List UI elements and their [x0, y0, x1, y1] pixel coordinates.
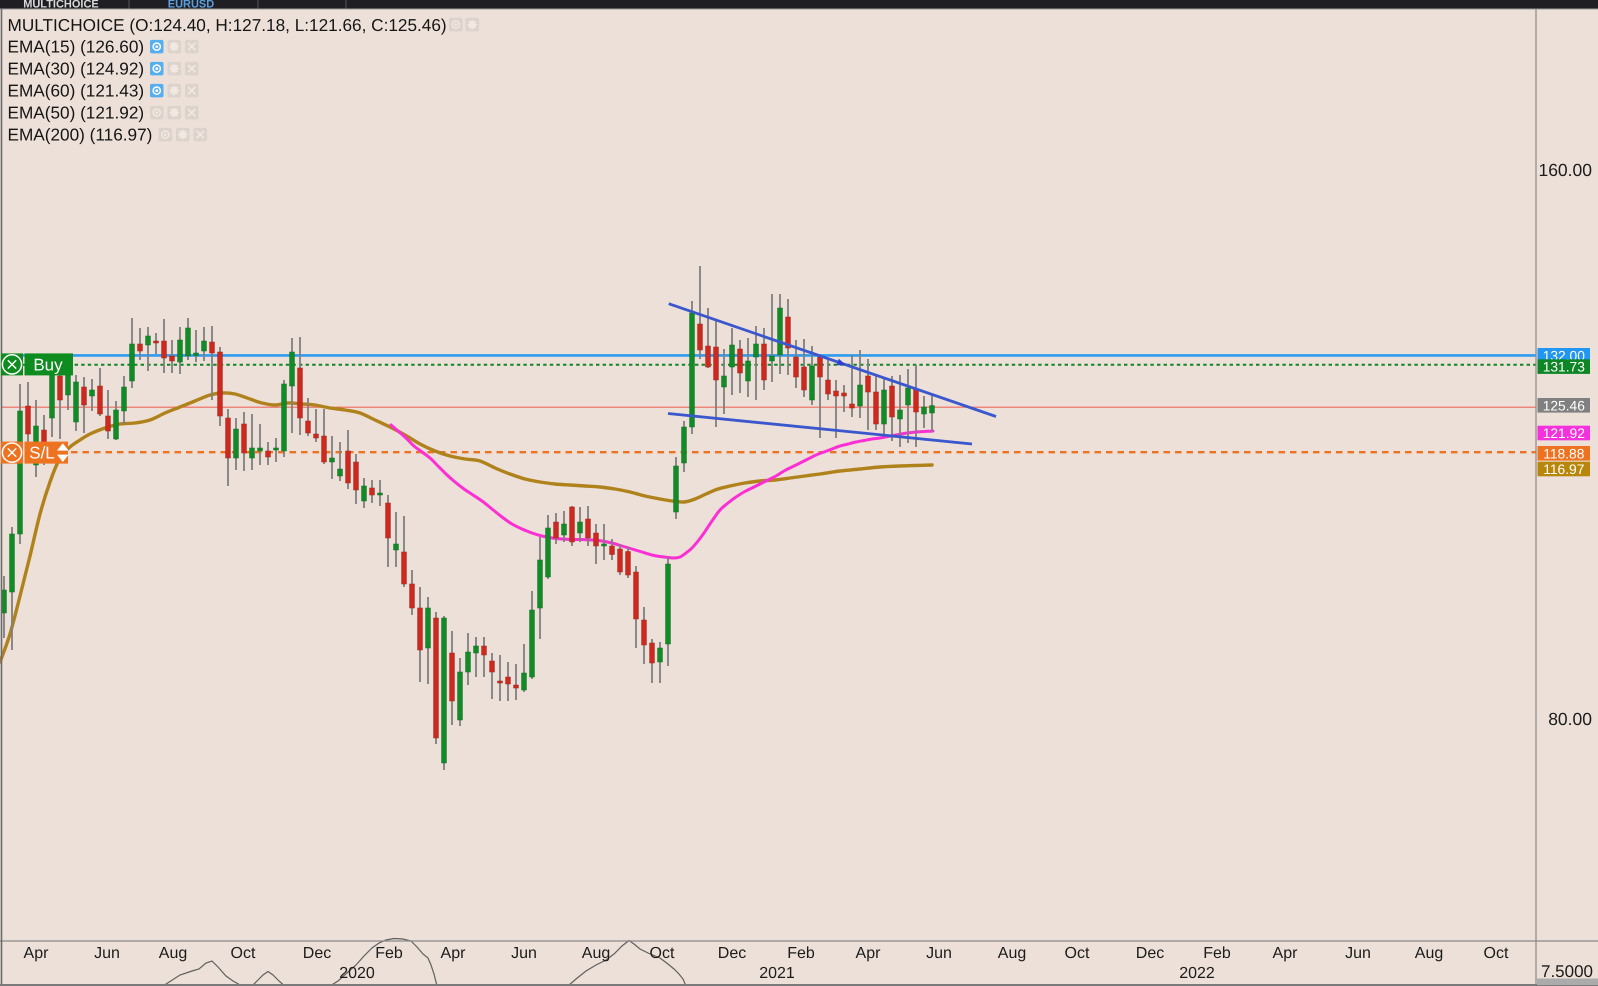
svg-text:Feb: Feb [787, 945, 815, 962]
svg-text:MULTICHOICE (O:124.40, H:127.1: MULTICHOICE (O:124.40, H:127.18, L:121.6… [8, 15, 447, 35]
svg-text:Oct: Oct [1065, 945, 1090, 962]
svg-text:2021: 2021 [759, 965, 795, 982]
svg-text:Oct: Oct [1484, 945, 1509, 962]
svg-text:Jun: Jun [926, 945, 952, 962]
svg-text:121.92: 121.92 [1543, 426, 1585, 441]
svg-text:160.00: 160.00 [1538, 160, 1592, 180]
svg-text:Dec: Dec [718, 945, 746, 962]
svg-text:7.5000: 7.5000 [1541, 962, 1593, 981]
svg-text:2020: 2020 [339, 965, 375, 982]
svg-text:Apr: Apr [441, 945, 467, 962]
svg-text:EMA(200) (116.97): EMA(200) (116.97) [8, 125, 153, 145]
svg-text:Aug: Aug [159, 945, 187, 962]
svg-text:Aug: Aug [582, 945, 610, 962]
svg-text:Dec: Dec [303, 945, 331, 962]
svg-text:Dec: Dec [1136, 945, 1164, 962]
svg-text:EMA(15) (126.60): EMA(15) (126.60) [8, 37, 145, 57]
svg-text:Feb: Feb [375, 945, 403, 962]
svg-text:Oct: Oct [231, 945, 256, 962]
svg-text:Buy: Buy [33, 355, 63, 374]
svg-text:131.73: 131.73 [1543, 360, 1586, 375]
svg-text:Apr: Apr [856, 945, 882, 962]
svg-text:Aug: Aug [1415, 945, 1443, 962]
svg-text:80.00: 80.00 [1548, 709, 1592, 729]
svg-text:118.88: 118.88 [1543, 446, 1585, 461]
svg-text:2022: 2022 [1179, 965, 1215, 982]
svg-text:Feb: Feb [1203, 945, 1231, 962]
svg-text:Jun: Jun [1345, 945, 1371, 962]
svg-text:Apr: Apr [24, 945, 50, 962]
svg-text:Aug: Aug [998, 945, 1026, 962]
svg-text:116.97: 116.97 [1543, 462, 1584, 477]
svg-text:Apr: Apr [1273, 945, 1299, 962]
svg-text:EMA(30) (124.92): EMA(30) (124.92) [8, 59, 145, 79]
svg-text:Oct: Oct [650, 945, 675, 962]
svg-text:Jun: Jun [94, 945, 120, 962]
svg-text:Jun: Jun [511, 945, 537, 962]
svg-text:EMA(50) (121.92): EMA(50) (121.92) [8, 103, 145, 123]
svg-text:EMA(60) (121.43): EMA(60) (121.43) [8, 81, 145, 101]
svg-text:MULTICHOICE: MULTICHOICE [23, 0, 99, 11]
svg-text:125.46: 125.46 [1543, 398, 1586, 413]
svg-text:S/L: S/L [29, 444, 55, 463]
svg-text:EURUSD: EURUSD [168, 0, 215, 11]
